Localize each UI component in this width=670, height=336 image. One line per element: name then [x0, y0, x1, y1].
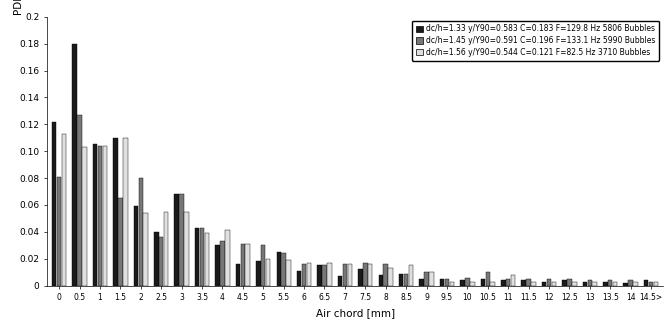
Bar	[572, 282, 577, 286]
Bar	[77, 115, 82, 286]
Bar	[470, 282, 474, 286]
Bar	[266, 259, 271, 286]
Bar	[445, 279, 449, 286]
Bar	[220, 241, 224, 286]
Bar	[628, 280, 633, 286]
Bar	[302, 264, 306, 286]
Bar	[511, 275, 515, 286]
Bar	[72, 44, 77, 286]
Bar	[592, 282, 597, 286]
Bar	[506, 279, 511, 286]
Bar	[383, 264, 388, 286]
Bar	[123, 138, 127, 286]
Bar	[547, 279, 551, 286]
Bar	[52, 122, 56, 286]
Bar	[490, 282, 495, 286]
Bar	[649, 282, 653, 286]
Bar	[174, 194, 179, 286]
Bar	[613, 282, 617, 286]
Bar	[118, 198, 123, 286]
Bar	[204, 233, 209, 286]
Bar	[465, 278, 470, 286]
Bar	[358, 269, 362, 286]
Bar	[286, 260, 291, 286]
Bar	[103, 146, 107, 286]
Bar	[93, 144, 97, 286]
Bar	[368, 264, 373, 286]
Bar	[419, 279, 424, 286]
Bar	[608, 280, 612, 286]
Bar	[486, 272, 490, 286]
Bar	[245, 244, 250, 286]
Bar	[424, 272, 429, 286]
Bar	[154, 232, 159, 286]
Bar	[57, 177, 62, 286]
Bar	[531, 282, 536, 286]
Bar	[348, 264, 352, 286]
Bar	[389, 268, 393, 286]
Bar	[480, 279, 485, 286]
Bar	[195, 228, 200, 286]
Bar	[82, 147, 86, 286]
Bar	[342, 264, 347, 286]
Bar	[225, 230, 230, 286]
Bar	[281, 253, 286, 286]
Bar	[307, 263, 312, 286]
Bar	[551, 282, 556, 286]
Bar	[327, 263, 332, 286]
Bar	[460, 280, 465, 286]
Bar	[363, 263, 368, 286]
Bar	[379, 275, 383, 286]
Bar	[200, 228, 204, 286]
Bar	[184, 212, 189, 286]
Bar	[654, 282, 658, 286]
Bar	[338, 276, 342, 286]
Bar	[624, 283, 628, 286]
Bar	[409, 265, 413, 286]
Bar	[521, 280, 526, 286]
Bar	[113, 138, 118, 286]
Bar	[603, 282, 608, 286]
Bar	[159, 237, 163, 286]
Bar	[440, 279, 444, 286]
Bar	[98, 146, 103, 286]
Bar	[527, 279, 531, 286]
Legend: dc/h=1.33 y/Y90=0.583 C=0.183 F=129.8 Hz 5806 Bubbles, dc/h=1.45 y/Y90=0.591 C=0: dc/h=1.33 y/Y90=0.583 C=0.183 F=129.8 Hz…	[412, 20, 659, 60]
Bar	[318, 265, 322, 286]
Bar	[180, 194, 184, 286]
Bar	[644, 280, 649, 286]
Text: PDF: PDF	[13, 0, 23, 14]
Bar	[133, 206, 138, 286]
Bar	[215, 245, 220, 286]
Bar	[236, 264, 240, 286]
Bar	[404, 274, 409, 286]
Bar	[139, 178, 143, 286]
Bar	[567, 279, 572, 286]
X-axis label: Air chord [mm]: Air chord [mm]	[316, 308, 395, 318]
Bar	[501, 280, 506, 286]
Bar	[143, 213, 148, 286]
Bar	[297, 271, 302, 286]
Bar	[429, 272, 433, 286]
Bar	[633, 282, 638, 286]
Bar	[256, 261, 261, 286]
Bar	[241, 244, 245, 286]
Bar	[277, 252, 281, 286]
Bar	[562, 280, 567, 286]
Bar	[399, 274, 403, 286]
Bar	[583, 282, 587, 286]
Bar	[542, 282, 546, 286]
Bar	[322, 265, 327, 286]
Bar	[588, 280, 592, 286]
Bar	[164, 212, 168, 286]
Bar	[261, 245, 265, 286]
Bar	[62, 134, 66, 286]
Bar	[450, 282, 454, 286]
